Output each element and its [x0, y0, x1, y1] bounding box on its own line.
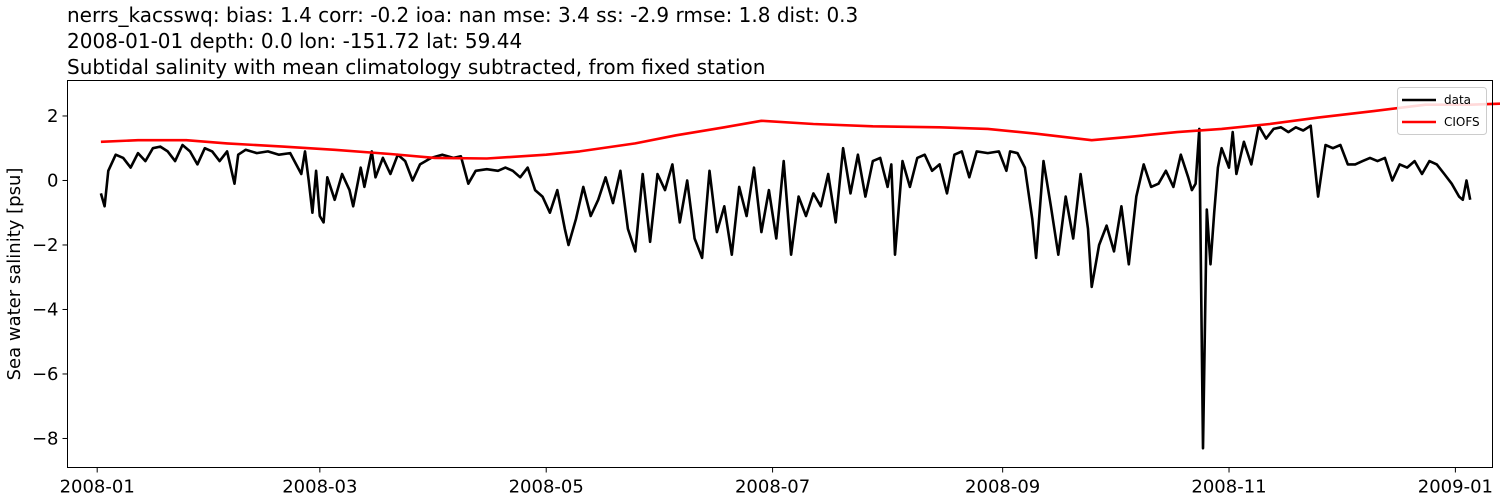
y-axis-label: Sea water salinity [psu] [4, 168, 25, 381]
y-tick-label--8: −8 [32, 428, 59, 449]
y-tick-label--4: −4 [32, 299, 59, 320]
y-tick-label-0: 0 [47, 170, 58, 191]
legend: data CIOFS [1397, 87, 1487, 135]
chart-title: nerrs_kacsswq: bias: 1.4 corr: -0.2 ioa:… [67, 2, 858, 80]
plot-frame [67, 80, 1493, 468]
y-tick-label--2: −2 [32, 235, 59, 256]
legend-label-ciofs: CIOFS [1444, 115, 1480, 129]
x-tick-label-2009-01: 2009-01 [1418, 477, 1493, 498]
title-line-station: 2008-01-01 depth: 0.0 lon: -151.72 lat: … [67, 29, 523, 53]
y-axis: 2 0 −2 −4 −6 −8 [32, 106, 68, 449]
series-line-data [99, 124, 1472, 450]
y-tick-label--6: −6 [32, 364, 59, 385]
y-tick-label-2: 2 [47, 106, 58, 127]
x-tick-label-2008-07: 2008-07 [735, 477, 810, 498]
legend-label-data: data [1444, 93, 1471, 107]
series-layer [99, 102, 1500, 450]
title-line-description: Subtidal salinity with mean climatology … [67, 55, 766, 79]
x-tick-label-2008-05: 2008-05 [509, 477, 584, 498]
series-line-ciofs [100, 102, 1500, 160]
title-line-metrics: nerrs_kacsswq: bias: 1.4 corr: -0.2 ioa:… [67, 3, 859, 27]
x-tick-label-2008-09: 2008-09 [965, 477, 1040, 498]
x-tick-label-2008-01: 2008-01 [60, 477, 135, 498]
x-axis: 2008-01 2008-03 2008-05 2008-07 2008-09 2008-… [60, 467, 1493, 498]
x-tick-label-2008-11: 2008-11 [1191, 477, 1266, 498]
x-tick-label-2008-03: 2008-03 [282, 477, 357, 498]
